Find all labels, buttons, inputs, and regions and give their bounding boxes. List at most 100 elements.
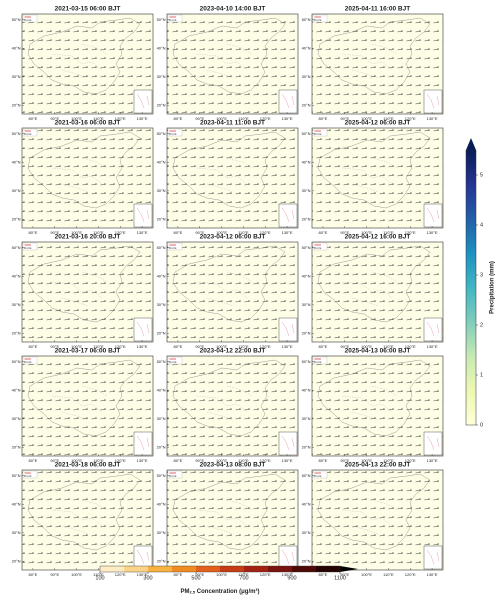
panel-title: 2023-04-12 22:00 BJT bbox=[200, 348, 266, 355]
inset-lines bbox=[426, 549, 440, 565]
y-tick-label: 50°N bbox=[157, 245, 166, 250]
wind-vectors bbox=[312, 356, 443, 456]
y-tick-label: 40°N bbox=[302, 501, 311, 506]
wind-key-box bbox=[167, 128, 183, 137]
precip-tick-label: 0 bbox=[480, 422, 483, 428]
wind-key-box bbox=[312, 128, 328, 137]
x-tick-label: 110°E bbox=[238, 458, 249, 463]
pm-color-segment bbox=[292, 566, 316, 572]
y-tick-label: 20°N bbox=[12, 444, 21, 449]
x-tick-label: 120°E bbox=[260, 116, 271, 121]
x-tick-label: 80°E bbox=[29, 572, 38, 577]
y-tick-label: 40°N bbox=[12, 273, 21, 278]
y-tick-label: 20°N bbox=[157, 444, 166, 449]
y-tick-label: 20°N bbox=[302, 216, 311, 221]
x-tick-label: 90°E bbox=[340, 458, 349, 463]
inset-lines bbox=[281, 93, 295, 109]
x-tick-label: 110°E bbox=[238, 572, 249, 577]
y-tick-label: 50°N bbox=[12, 473, 21, 478]
panel-title: 2021-03-17 06:00 BJT bbox=[55, 348, 121, 355]
inset-map bbox=[133, 545, 153, 570]
x-tick-label: 90°E bbox=[195, 458, 204, 463]
x-tick-label: 80°E bbox=[174, 458, 183, 463]
y-tick-label: 50°N bbox=[302, 245, 311, 250]
x-tick-label: 90°E bbox=[50, 458, 59, 463]
inset-map bbox=[133, 203, 153, 228]
inset-map bbox=[278, 545, 298, 570]
x-tick-label: 130°E bbox=[282, 230, 293, 235]
wind-vectors bbox=[22, 470, 153, 570]
x-tick-label: 110°E bbox=[93, 230, 104, 235]
x-tick-label: 80°E bbox=[29, 116, 38, 121]
x-tick-label: 120°E bbox=[405, 116, 416, 121]
x-tick-label: 110°E bbox=[93, 116, 104, 121]
map-panel: 8 m/s 2021-03-15 06:00 BJT 20°N 30°N 40°N 50°… bbox=[12, 6, 154, 121]
x-tick-label: 90°E bbox=[195, 116, 204, 121]
panel-title: 2023-04-12 06:00 BJT bbox=[200, 234, 266, 241]
precip-colorbar-extend bbox=[466, 138, 476, 150]
y-tick-label: 20°N bbox=[302, 558, 311, 563]
y-tick-label: 20°N bbox=[302, 102, 311, 107]
pm-tick-label: 300 bbox=[143, 575, 152, 581]
map-panel: 8 m/s 2021-03-17 06:00 BJT 20°N 30°N 40°N 50°… bbox=[12, 348, 154, 463]
inset-lines bbox=[281, 321, 295, 337]
wind-key-label: 8 m/s bbox=[24, 360, 32, 364]
y-tick-label: 50°N bbox=[12, 245, 21, 250]
wind-key-box bbox=[22, 14, 38, 23]
inset-lines bbox=[136, 435, 150, 451]
x-tick-label: 80°E bbox=[174, 344, 183, 349]
inset-map bbox=[278, 317, 298, 342]
y-tick-label: 30°N bbox=[157, 302, 166, 307]
x-tick-label: 80°E bbox=[319, 116, 328, 121]
x-tick-label: 100°E bbox=[361, 344, 372, 349]
x-tick-label: 100°E bbox=[71, 458, 82, 463]
x-tick-label: 120°E bbox=[115, 344, 126, 349]
inset-map bbox=[133, 431, 153, 456]
wind-key-box bbox=[167, 242, 183, 251]
x-tick-label: 90°E bbox=[340, 116, 349, 121]
y-tick-label: 30°N bbox=[302, 188, 311, 193]
precip-tick-label: 1 bbox=[480, 372, 483, 378]
y-tick-label: 50°N bbox=[12, 131, 21, 136]
pm-tick-label: 700 bbox=[239, 575, 248, 581]
x-tick-label: 110°E bbox=[238, 116, 249, 121]
panel-title: 2025-04-12 16:00 BJT bbox=[345, 234, 411, 241]
inset-lines bbox=[136, 549, 150, 565]
y-tick-label: 20°N bbox=[157, 330, 166, 335]
x-tick-label: 110°E bbox=[383, 116, 394, 121]
inset-lines bbox=[426, 321, 440, 337]
precip-colorbar-label: Precipitation (mm) bbox=[490, 261, 496, 314]
wind-key-box bbox=[312, 356, 328, 365]
x-tick-label: 120°E bbox=[260, 458, 271, 463]
inset-map bbox=[423, 89, 443, 114]
pm-colorbar-frame bbox=[99, 565, 341, 573]
map-panel: 8 m/s 2025-04-13 22:00 BJT 20°N 30°N 40°N 50°… bbox=[302, 462, 444, 577]
x-tick-label: 110°E bbox=[93, 572, 104, 577]
inset-map bbox=[423, 431, 443, 456]
y-tick-label: 40°N bbox=[302, 273, 311, 278]
pm-color-segment bbox=[316, 566, 340, 572]
y-tick-label: 30°N bbox=[157, 188, 166, 193]
wind-key-label: 8 m/s bbox=[169, 474, 177, 478]
map-panel: 8 m/s 2023-04-12 22:00 BJT 20°N 30°N 40°N 50°… bbox=[157, 348, 299, 463]
y-tick-label: 50°N bbox=[12, 359, 21, 364]
x-tick-label: 120°E bbox=[260, 230, 271, 235]
wind-key-label: 8 m/s bbox=[314, 246, 322, 250]
precip-colorbar bbox=[465, 149, 477, 426]
x-tick-label: 110°E bbox=[238, 344, 249, 349]
x-tick-label: 90°E bbox=[195, 230, 204, 235]
y-tick-label: 50°N bbox=[12, 17, 21, 22]
x-tick-label: 100°E bbox=[216, 344, 227, 349]
x-tick-label: 100°E bbox=[216, 230, 227, 235]
wind-vectors bbox=[167, 356, 298, 456]
pm-color-segment bbox=[244, 566, 268, 572]
y-tick-label: 50°N bbox=[157, 473, 166, 478]
x-tick-label: 80°E bbox=[174, 230, 183, 235]
x-tick-label: 120°E bbox=[405, 230, 416, 235]
y-tick-label: 20°N bbox=[12, 330, 21, 335]
x-tick-label: 110°E bbox=[383, 344, 394, 349]
pm-tick-label: 100 bbox=[95, 575, 104, 581]
x-tick-label: 100°E bbox=[216, 116, 227, 121]
y-tick-label: 40°N bbox=[12, 159, 21, 164]
